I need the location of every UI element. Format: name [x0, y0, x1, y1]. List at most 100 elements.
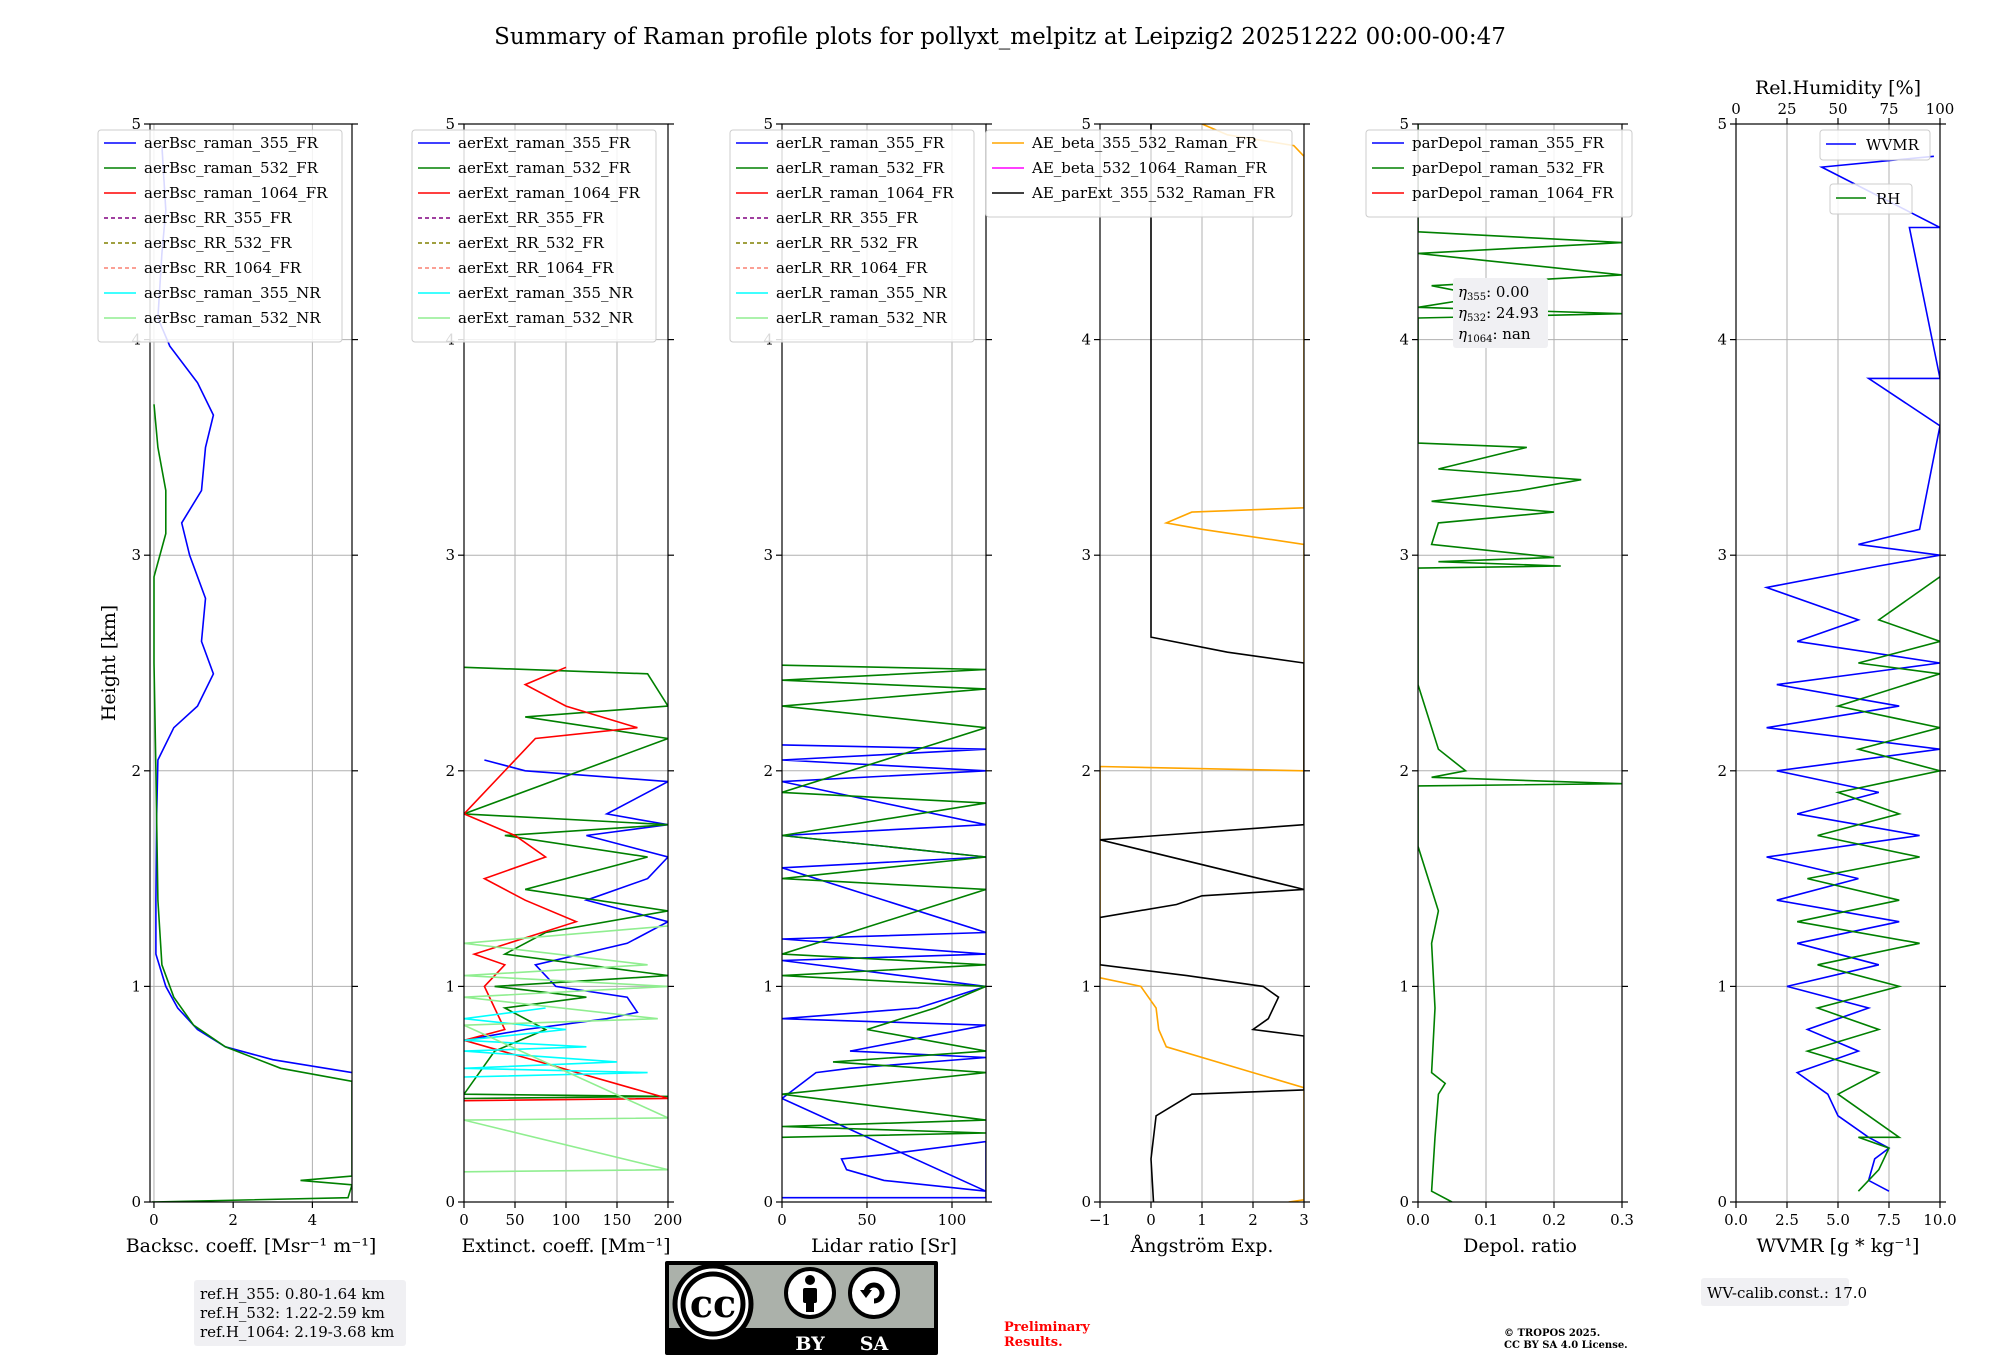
- legend-label-6: aerLR_raman_355_NR: [776, 284, 947, 302]
- ytick-label-4: 4: [1717, 331, 1727, 349]
- legend-label-1: aerLR_raman_532_FR: [776, 159, 945, 177]
- eta-annotation-box: [1453, 278, 1548, 348]
- chart-panel-depol: 0.0 0.1 0.2 0.3 0 1 2 3 4 5 Depol. ratio parDepol_r…: [1365, 115, 1634, 1257]
- ytick-label-2: 2: [445, 762, 455, 780]
- legend-label-2: parDepol_raman_1064_FR: [1412, 184, 1614, 202]
- legend-lr: aerLR_raman_355_FR aerLR_raman_532_FR aerL…: [729, 129, 975, 343]
- ytick-label-3: 3: [1081, 546, 1091, 564]
- series-line-WVMR: [1763, 155, 1940, 1192]
- xlabel-depol: Depol. ratio: [1463, 1235, 1577, 1257]
- xtick-label-2: 0.2: [1542, 1211, 1566, 1229]
- xtick-label-3: 2: [1248, 1211, 1258, 1229]
- legend-label-3: aerLR_RR_355_FR: [776, 209, 918, 227]
- share-alike-icon: [848, 1267, 900, 1319]
- ytick-label-3: 3: [445, 546, 455, 564]
- series-line-aerBsc_raman_355_FR: [155, 145, 352, 1074]
- cc-sa-label: SA: [860, 1333, 889, 1355]
- series-line-aerBsc_raman_532_FR: [151, 404, 352, 1202]
- ytick-label-5: 5: [445, 115, 455, 133]
- legend-label-4: aerLR_RR_532_FR: [776, 234, 918, 252]
- legend-wv-0: WVMR: [1819, 129, 1931, 161]
- legend-label-2: aerExt_raman_1064_FR: [458, 184, 640, 202]
- series-line-AE_beta_355_532_Raman_FR: [1100, 124, 1304, 1202]
- eta-line-1: η532: 24.93: [1458, 304, 1539, 324]
- xtick-label-1: 0.1: [1474, 1211, 1498, 1229]
- legend-depol: parDepol_raman_355_FR parDepol_raman_532_…: [1365, 129, 1633, 218]
- ytick-label-5: 5: [763, 115, 773, 133]
- ytick-label-1: 1: [763, 977, 773, 995]
- wv-calib-box: [1701, 1278, 1849, 1306]
- xtick-label-2: 5.0: [1826, 1211, 1850, 1229]
- ytick-label-3: 3: [131, 546, 141, 564]
- legend-label-0: parDepol_raman_355_FR: [1412, 134, 1605, 152]
- legend-box: [1365, 129, 1633, 218]
- xtick-label-2: 1: [1197, 1211, 1207, 1229]
- xtick-label-1: 0: [1146, 1211, 1156, 1229]
- axes-frame-lr: [781, 123, 987, 1203]
- xtick-label-2: 100: [552, 1211, 581, 1229]
- ytick-label-5: 5: [1717, 115, 1727, 133]
- copyright-line1: © TROPOS 2025.: [1504, 1328, 1600, 1339]
- xlabel-ext: Extinct. coeff. [Mm⁻¹]: [461, 1235, 670, 1257]
- xlabel-ae: Ångström Exp.: [1130, 1235, 1274, 1257]
- cc-by-label: BY: [795, 1333, 825, 1355]
- xtick-label-0: −1: [1089, 1211, 1111, 1229]
- top-xtick-label-2: 50: [1828, 100, 1847, 118]
- xtick-label-0: 0.0: [1724, 1211, 1748, 1229]
- ytick-label-0: 0: [1399, 1193, 1409, 1211]
- legend-ext: aerExt_raman_355_FR aerExt_raman_532_FRae…: [411, 129, 657, 343]
- ytick-label-1: 1: [131, 977, 141, 995]
- legend-label-1: RH: [1876, 190, 1900, 208]
- legend-label-0: aerBsc_raman_355_FR: [144, 134, 319, 152]
- ytick-label-4: 4: [1399, 331, 1409, 349]
- axis-title-wv: Rel.Humidity [%]: [1755, 77, 1921, 99]
- xtick-label-1: 2.5: [1775, 1211, 1799, 1229]
- xtick-label-0: 0: [777, 1211, 787, 1229]
- xlabel-wv: WVMR [g * kg⁻¹]: [1757, 1235, 1920, 1257]
- xtick-label-0: 0: [459, 1211, 469, 1229]
- xtick-label-3: 150: [603, 1211, 632, 1229]
- legend-label-3: aerExt_RR_355_FR: [458, 209, 605, 227]
- xtick-label-4: 10.0: [1923, 1211, 1956, 1229]
- ytick-label-1: 1: [445, 977, 455, 995]
- chart-panel-lr: 050100012345Lidar ratio [Sr]aerLR_raman_…: [729, 115, 992, 1257]
- cc-license-badge: cc BY SA: [665, 1261, 938, 1355]
- legend-label-1: aerBsc_raman_532_FR: [144, 159, 319, 177]
- xlabel-bsc: Backsc. coeff. [Msr⁻¹ m⁻¹]: [126, 1235, 377, 1257]
- xtick-label-4: 200: [654, 1211, 683, 1229]
- series-line-RH: [1797, 576, 1940, 1192]
- ytick-label-0: 0: [763, 1193, 773, 1211]
- preliminary-note-line1: Preliminary: [1004, 1320, 1090, 1335]
- xtick-label-0: 0.0: [1406, 1211, 1430, 1229]
- person-icon: [784, 1267, 836, 1319]
- xtick-label-3: 7.5: [1877, 1211, 1901, 1229]
- legend-label-0: aerExt_raman_355_FR: [458, 134, 631, 152]
- wv-calib-text: WV-calib.const.: 17.0: [1707, 1284, 1867, 1302]
- legend-wv-1: RH: [1829, 183, 1913, 215]
- top-xtick-label-3: 75: [1879, 100, 1898, 118]
- ytick-label-3: 3: [1399, 546, 1409, 564]
- ref-height-1064: ref.H_1064: 2.19-3.68 km: [200, 1323, 394, 1341]
- ytick-label-5: 5: [1081, 115, 1091, 133]
- axes-frame-bsc: [149, 123, 353, 1203]
- series-line-parDepol_raman_532_FR: [1418, 124, 1622, 1202]
- xtick-label-0: 0: [149, 1211, 159, 1229]
- chart-panels: 0 2 4 0 1 2 3 4 5 Backsc. coeff. [Msr⁻¹ m⁻¹] Heigh…: [97, 77, 1957, 1306]
- axes-frame-depol: [1417, 123, 1623, 1203]
- legend-label-0: aerLR_raman_355_FR: [776, 134, 945, 152]
- ytick-label-3: 3: [763, 546, 773, 564]
- legend-label-5: aerExt_RR_1064_FR: [458, 259, 614, 277]
- series-line-aerLR_raman_355_FR: [782, 744, 986, 1199]
- series-line-aerExt_raman_532_FR: [464, 666, 668, 1100]
- xtick-label-2: 100: [938, 1211, 967, 1229]
- series-line-aerExt_raman_355_FR: [464, 759, 668, 1042]
- legend-label-7: aerLR_raman_532_NR: [776, 309, 947, 327]
- xtick-label-1: 50: [505, 1211, 524, 1229]
- legend-label-3: aerBsc_RR_355_FR: [144, 209, 292, 227]
- legend-box: [97, 129, 343, 343]
- ytick-label-1: 1: [1717, 977, 1727, 995]
- eta-line-0: η355: 0.00: [1458, 283, 1529, 303]
